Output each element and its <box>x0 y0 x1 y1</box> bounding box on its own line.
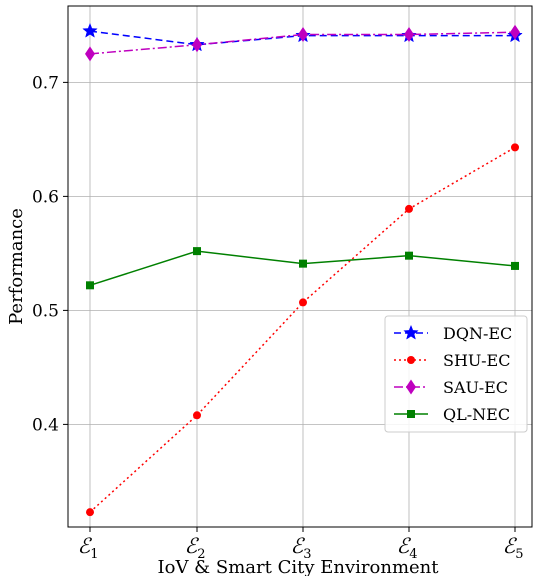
x-tick-label: ℰ2 <box>185 534 206 562</box>
y-tick-label: 0.7 <box>32 73 59 93</box>
legend-label: SHU-EC <box>443 351 510 370</box>
x-tick-label-sub: 1 <box>90 547 98 562</box>
series-line-sau-ec <box>89 31 516 55</box>
x-tick-label-base: ℰ <box>185 534 200 558</box>
legend-swatch-marker <box>403 324 419 340</box>
data-point-dqn-ec <box>82 22 98 38</box>
legend-item-ql-nec: QL-NEC <box>394 405 510 424</box>
data-point-shu-ec <box>405 204 413 213</box>
tick-layer: ℰ1 ℰ2 ℰ3 ℰ4 ℰ50.40.50.60.7 <box>32 73 524 562</box>
x-tick-label: ℰ5 <box>503 534 524 562</box>
data-point-sau-ec <box>85 46 95 62</box>
legend-item-sau-ec: SAU-EC <box>394 378 508 397</box>
data-point-sau-ec <box>404 27 414 43</box>
x-tick-label: ℰ1 <box>78 534 99 562</box>
data-point-shu-ec <box>299 298 307 307</box>
data-point-sau-ec <box>192 37 202 53</box>
x-tick-label-base: ℰ <box>78 534 93 558</box>
x-tick-label-sub: 4 <box>409 547 417 562</box>
legend-label: QL-NEC <box>443 405 510 424</box>
data-point-sau-ec <box>298 27 308 43</box>
data-point-shu-ec <box>511 143 519 152</box>
data-point-shu-ec <box>86 508 94 517</box>
x-tick-label-sub: 3 <box>303 547 311 562</box>
legend-item-dqn-ec: DQN-EC <box>394 324 512 343</box>
data-point-ql-nec <box>193 247 201 256</box>
legend-box <box>384 315 528 433</box>
legend-swatch-marker <box>407 356 415 364</box>
y-axis-title: Performance <box>6 208 27 325</box>
x-axis-title: IoV & Smart City Environment <box>158 557 440 576</box>
data-point-ql-nec <box>299 259 307 268</box>
x-tick-label: ℰ3 <box>291 534 312 562</box>
x-tick-label-base: ℰ <box>291 534 306 558</box>
y-tick-label: 0.5 <box>32 301 59 321</box>
series-ql-nec <box>86 247 519 290</box>
data-point-shu-ec <box>193 411 201 420</box>
series-line-shu-ec <box>89 146 516 513</box>
legend: DQN-EC SHU-EC SAU-EC QL-NEC <box>384 315 528 433</box>
data-point-ql-nec <box>86 281 94 290</box>
legend-item-shu-ec: SHU-EC <box>394 351 510 370</box>
y-tick-label: 0.4 <box>32 415 59 435</box>
x-tick-label-sub: 5 <box>515 547 523 562</box>
series-sau-ec <box>85 24 520 62</box>
legend-swatch-marker <box>406 379 416 395</box>
x-tick-label-sub: 2 <box>197 547 205 562</box>
data-point-ql-nec <box>405 251 413 260</box>
x-tick-label-base: ℰ <box>397 534 412 558</box>
x-tick-label-base: ℰ <box>503 534 518 558</box>
x-tick-label: ℰ4 <box>397 534 418 562</box>
y-tick-label: 0.6 <box>32 187 59 207</box>
legend-swatch-marker <box>407 410 415 418</box>
data-point-ql-nec <box>511 261 519 270</box>
legend-label: DQN-EC <box>443 324 512 343</box>
series-layer <box>82 22 523 517</box>
series-shu-ec <box>86 143 519 517</box>
legend-label: SAU-EC <box>443 378 508 397</box>
series-line-ql-nec <box>89 250 516 287</box>
plot-frame <box>67 5 533 528</box>
data-point-sau-ec <box>510 24 520 40</box>
